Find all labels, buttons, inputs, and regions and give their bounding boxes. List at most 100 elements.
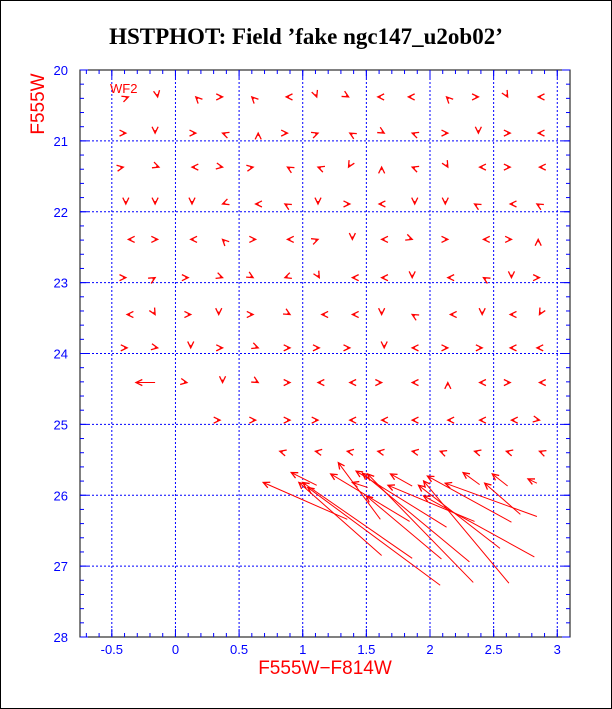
arrow-shaft bbox=[298, 482, 382, 556]
arrow-head bbox=[310, 238, 320, 245]
arrow-head bbox=[221, 131, 230, 139]
small-arrow bbox=[509, 416, 519, 424]
small-arrow bbox=[215, 272, 224, 280]
arrow-head bbox=[471, 93, 480, 101]
small-arrow bbox=[314, 197, 322, 206]
small-arrow bbox=[215, 307, 223, 317]
small-arrow bbox=[187, 341, 195, 350]
arrow-shaft bbox=[291, 472, 317, 486]
y-tick-label: 21 bbox=[54, 134, 68, 149]
small-arrow bbox=[282, 308, 292, 316]
arrow-shaft bbox=[390, 473, 413, 487]
small-arrow bbox=[508, 310, 517, 319]
small-arrow bbox=[441, 129, 450, 137]
vector-arrow bbox=[134, 378, 156, 387]
arrow-head bbox=[181, 274, 190, 282]
arrow-head bbox=[532, 274, 541, 282]
vector-arrow bbox=[526, 478, 538, 485]
arrow-head bbox=[151, 197, 159, 206]
small-arrow bbox=[313, 448, 323, 456]
vector-arrow bbox=[289, 471, 317, 486]
arrow-head bbox=[119, 129, 128, 137]
small-arrow bbox=[218, 375, 227, 385]
vector-arrow bbox=[366, 472, 474, 583]
small-arrow bbox=[119, 129, 128, 137]
arrow-head bbox=[285, 235, 295, 244]
arrow-head bbox=[438, 449, 448, 457]
arrow-head bbox=[441, 129, 450, 137]
small-arrow bbox=[380, 341, 388, 350]
small-arrow bbox=[410, 378, 419, 387]
vector-arrow bbox=[422, 495, 535, 558]
small-arrow bbox=[278, 449, 287, 457]
arrow-head bbox=[473, 449, 482, 457]
arrow-head bbox=[116, 164, 125, 172]
arrow-head bbox=[189, 235, 198, 244]
arrow-head bbox=[151, 161, 161, 169]
arrow-head bbox=[376, 448, 385, 456]
arrow-head bbox=[221, 198, 230, 206]
arrow-head bbox=[380, 274, 389, 282]
small-arrow bbox=[508, 200, 517, 208]
arrow-head bbox=[343, 200, 352, 208]
arrow-head bbox=[215, 272, 224, 280]
vector-arrow bbox=[306, 486, 441, 586]
axis-ticks: -0.5 0 0.5 1 1.5 2 2.5 3 20 21 22 23 24 25 26 27 28 bbox=[54, 63, 570, 657]
arrow-head bbox=[508, 200, 517, 208]
arrow-head bbox=[153, 90, 161, 99]
small-arrow bbox=[250, 95, 259, 104]
arrow-head bbox=[483, 482, 492, 490]
arrow-head bbox=[151, 235, 160, 244]
x-tick-label: -0.5 bbox=[101, 642, 123, 657]
arrow-head bbox=[194, 95, 203, 104]
small-arrow bbox=[503, 378, 512, 387]
arrow-shaft bbox=[492, 473, 508, 487]
small-arrow bbox=[251, 342, 260, 350]
arrow-head bbox=[148, 307, 156, 316]
small-arrow bbox=[532, 274, 541, 282]
small-arrow bbox=[148, 307, 156, 316]
small-arrow bbox=[343, 344, 352, 352]
small-arrow bbox=[503, 163, 512, 171]
arrow-head bbox=[254, 131, 262, 140]
vector-arrow bbox=[443, 481, 538, 517]
y-tick-label: 24 bbox=[54, 347, 68, 362]
small-arrow bbox=[350, 274, 359, 282]
vector-arrow bbox=[426, 475, 512, 523]
y-tick-label: 26 bbox=[54, 488, 68, 503]
arrow-head bbox=[350, 310, 359, 319]
arrow-head bbox=[448, 310, 457, 319]
arrow-shaft bbox=[484, 482, 521, 515]
small-arrow bbox=[221, 238, 230, 247]
small-arrow bbox=[215, 162, 225, 170]
arrow-shaft bbox=[418, 484, 501, 549]
arrow-head bbox=[122, 197, 130, 206]
small-arrow bbox=[377, 200, 386, 208]
small-arrow bbox=[286, 166, 295, 174]
vector-arrow bbox=[422, 479, 510, 584]
arrow-head bbox=[249, 235, 258, 244]
small-arrow bbox=[534, 237, 542, 246]
small-arrow bbox=[179, 377, 189, 386]
small-arrow bbox=[481, 235, 491, 244]
x-tick-label: 2 bbox=[426, 642, 433, 657]
arrow-head bbox=[534, 237, 542, 246]
x-tick-label: 2.5 bbox=[485, 642, 503, 657]
arrow-head bbox=[478, 378, 487, 387]
arrow-head bbox=[410, 313, 420, 321]
small-arrow bbox=[311, 416, 320, 424]
arrow-head bbox=[250, 95, 259, 104]
y-axis-label: F555W bbox=[28, 73, 49, 134]
arrow-head bbox=[426, 475, 435, 483]
arrow-shaft bbox=[387, 484, 475, 522]
arrow-head bbox=[378, 165, 386, 174]
small-arrow bbox=[537, 378, 547, 387]
small-arrow bbox=[501, 89, 509, 99]
arrow-head bbox=[249, 416, 258, 424]
small-arrow bbox=[312, 344, 321, 352]
small-arrow bbox=[181, 274, 190, 282]
arrow-head bbox=[380, 235, 389, 244]
arrow-head bbox=[289, 471, 299, 479]
arrow-head bbox=[320, 310, 329, 319]
arrow-head bbox=[535, 203, 544, 211]
